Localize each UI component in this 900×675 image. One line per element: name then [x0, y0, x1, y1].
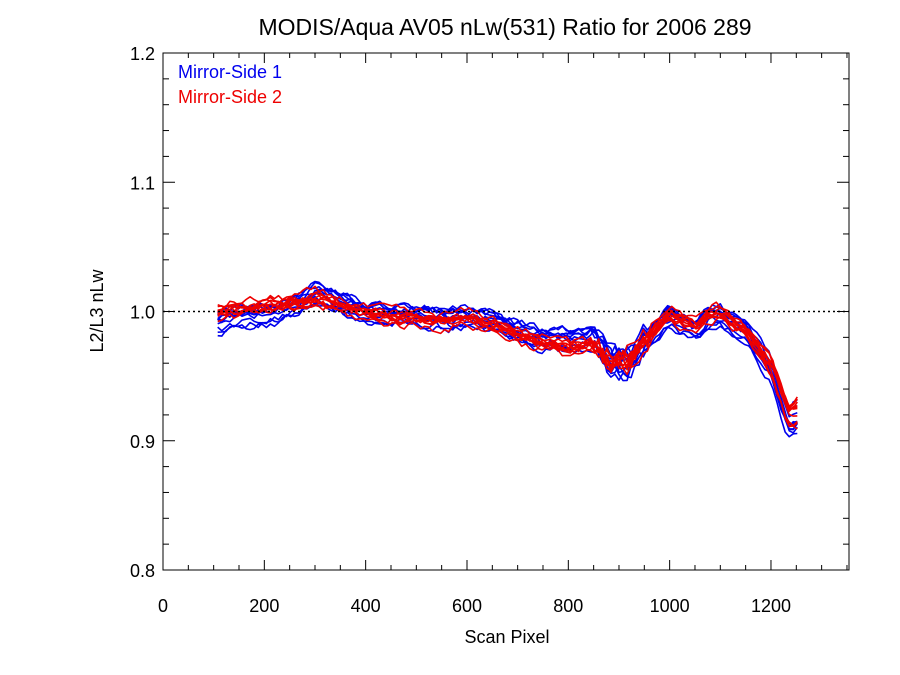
- x-tick-label: 1200: [751, 596, 791, 616]
- x-tick-label: 1000: [650, 596, 690, 616]
- mirror-side-2-line: [217, 295, 798, 410]
- y-tick-label: 1.2: [130, 44, 155, 64]
- legend: Mirror-Side 1 Mirror-Side 2: [178, 62, 282, 107]
- axis-ticks: [162, 52, 849, 571]
- y-tick-label: 0.8: [130, 561, 155, 581]
- x-tick-label: 200: [249, 596, 279, 616]
- y-tick-label: 0.9: [130, 432, 155, 452]
- chart-title: MODIS/Aqua AV05 nLw(531) Ratio for 2006 …: [258, 14, 751, 40]
- x-tick-label: 0: [158, 596, 168, 616]
- data-curves: [217, 280, 798, 438]
- y-tick-label: 1.0: [130, 303, 155, 323]
- mirror-side-2-line: [217, 294, 798, 413]
- mirror-side-2-line: [217, 297, 798, 412]
- plot-area: 0 200 400 600 800 1000 1200 0.8 0.9 1.0 1.1 1.2: [130, 44, 850, 616]
- y-axis-label: L2/L3 nLw: [87, 268, 107, 352]
- legend-mirror-side-1: Mirror-Side 1: [178, 62, 282, 82]
- legend-mirror-side-2: Mirror-Side 2: [178, 87, 282, 107]
- y-tick-label: 1.1: [130, 173, 155, 193]
- x-tick-label: 600: [452, 596, 482, 616]
- x-tick-label: 800: [553, 596, 583, 616]
- axis-tick-labels: 0 200 400 600 800 1000 1200 0.8 0.9 1.0 1.1 1.2: [130, 44, 791, 616]
- mirror-side-2-line: [217, 285, 798, 410]
- x-tick-label: 400: [351, 596, 381, 616]
- x-axis-label: Scan Pixel: [464, 627, 549, 647]
